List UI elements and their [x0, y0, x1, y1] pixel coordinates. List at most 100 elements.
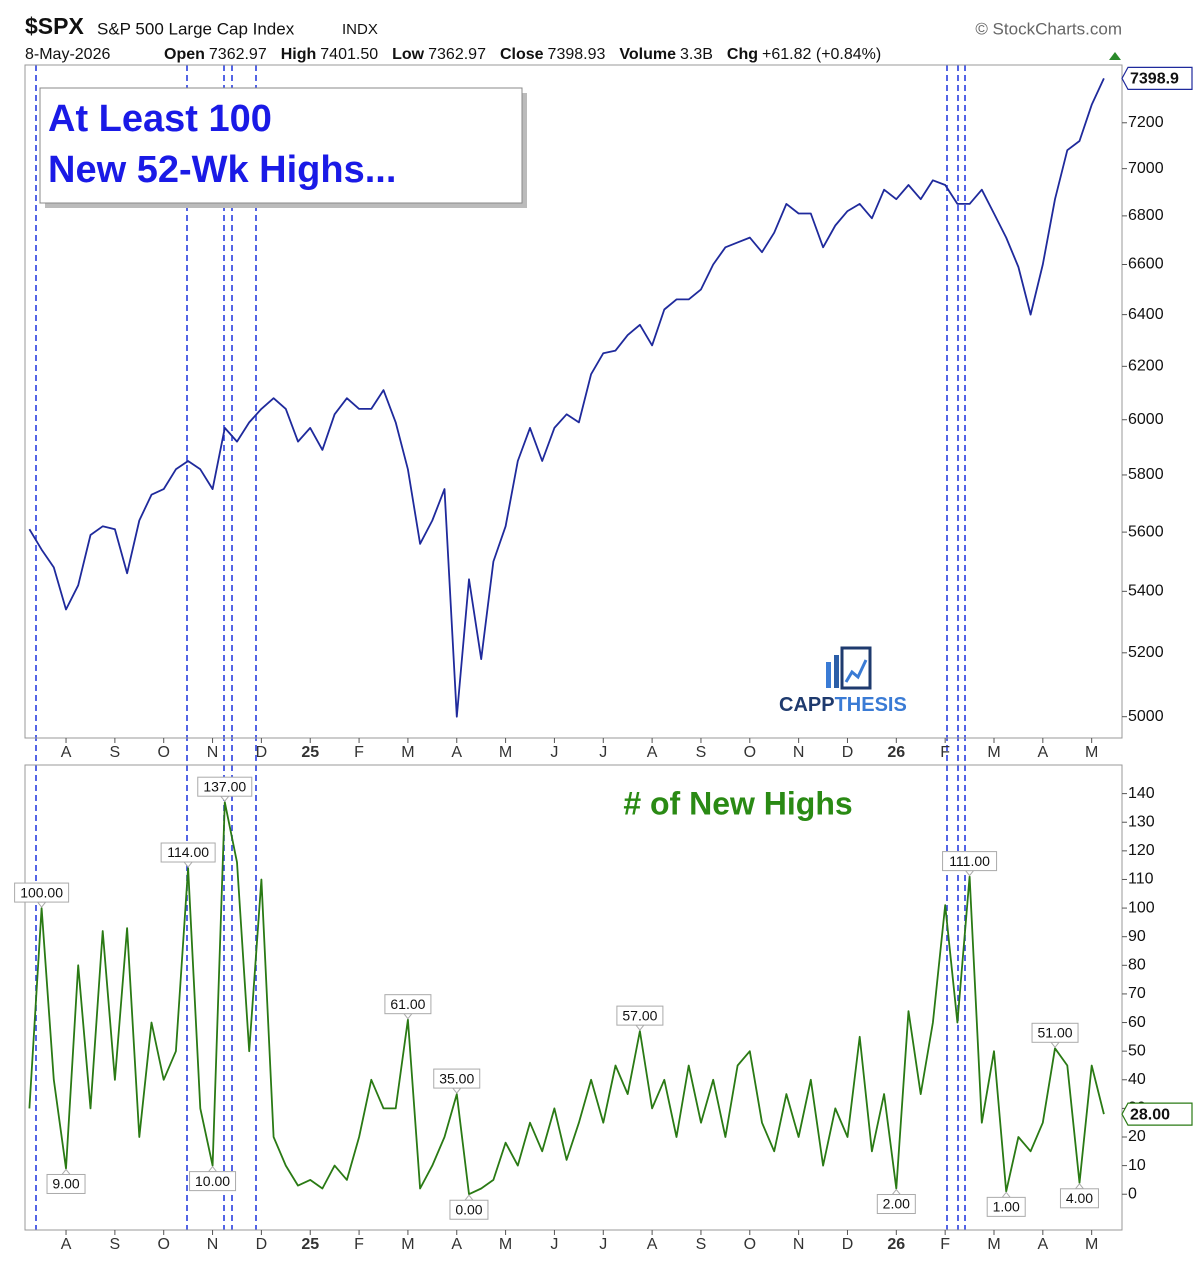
line [28, 801, 1105, 1196]
x-tick-label: N [793, 1236, 805, 1253]
y-tick-label: 5000 [1128, 708, 1164, 725]
label-box [384, 994, 432, 1015]
logo-bar [834, 655, 839, 688]
last-value-badge [1121, 1102, 1193, 1126]
y-tick-label: 100 [1128, 899, 1155, 916]
y-tick-label: 50 [1128, 1042, 1146, 1059]
logo-line [844, 659, 868, 683]
quote-value: 7398.93 [548, 46, 606, 63]
x-tick-label: J [550, 744, 558, 761]
y-tick-label: 80 [1128, 957, 1146, 974]
last-value-label: 7398.9 [1130, 71, 1179, 88]
value-label: 114.00 [167, 844, 209, 860]
symbol: $SPX [25, 13, 84, 39]
label-box [14, 882, 70, 903]
y-tick-label: 6400 [1128, 306, 1164, 323]
label-box [876, 1194, 916, 1215]
x-tick-label: J [550, 1236, 558, 1253]
quote-value: 3.3B [680, 46, 713, 63]
x-tick-label: M [1085, 1236, 1098, 1253]
label-box [942, 851, 998, 872]
label-box [616, 1005, 664, 1026]
x-tick-label: O [744, 744, 756, 761]
y-tick-label: 6200 [1128, 358, 1164, 375]
watermark-part: CAPP [779, 694, 835, 716]
x-tick-label: A [1037, 744, 1048, 761]
last-value-label: 28.00 [1130, 1106, 1170, 1123]
x-tick-label: F [354, 1236, 364, 1253]
quote-label: Close [500, 46, 544, 63]
quote-value: +61.82 (+0.84%) [762, 46, 881, 63]
x-tick-label: S [696, 1236, 707, 1253]
x-tick-label: A [647, 744, 658, 761]
label-box [1031, 1022, 1079, 1043]
value-label: 10.00 [195, 1173, 230, 1189]
x-tick-label: F [940, 1236, 950, 1253]
x-tick-label: S [696, 744, 707, 761]
plot-area [24, 64, 1123, 739]
y-tick-label: 7200 [1128, 114, 1164, 131]
annotation-box [39, 87, 523, 204]
x-tick-label: M [499, 1236, 512, 1253]
y-tick-label: 110 [1128, 871, 1154, 888]
y-tick-label: 140 [1128, 785, 1155, 802]
label-box [1059, 1188, 1099, 1209]
y-tick-label: 60 [1128, 1014, 1146, 1031]
y-tick-label: 90 [1128, 928, 1146, 945]
exchange: INDX [342, 21, 378, 38]
x-tick-label: M [1085, 744, 1098, 761]
value-label: 9.00 [52, 1176, 79, 1192]
x-tick-label: O [157, 744, 169, 761]
index-name: S&P 500 Large Cap Index [97, 19, 295, 38]
y-tick-label: 6000 [1128, 411, 1164, 428]
x-tick-label: O [744, 1236, 756, 1253]
value-label: 1.00 [993, 1199, 1020, 1215]
x-tick-label: 26 [887, 1236, 905, 1253]
value-label: 137.00 [203, 778, 246, 794]
x-tick-label: 25 [301, 744, 319, 761]
x-tick-label: O [157, 1236, 169, 1253]
x-tick-label: S [110, 1236, 121, 1253]
annotation-text: At Least 100 [48, 98, 272, 140]
value-label: 0.00 [455, 1201, 482, 1217]
quote-value: 7401.50 [320, 46, 378, 63]
x-tick-label: M [499, 744, 512, 761]
y-tick-label: 20 [1128, 1128, 1146, 1145]
x-tick-label: A [451, 744, 462, 761]
y-tick-label: 5200 [1128, 644, 1164, 661]
line [28, 78, 1105, 718]
x-tick-label: M [401, 1236, 414, 1253]
y-tick-label: 5800 [1128, 466, 1164, 483]
quote-label: Chg [727, 46, 758, 63]
x-tick-label: M [987, 744, 1000, 761]
y-tick-label: 120 [1128, 842, 1155, 859]
value-label: 35.00 [439, 1070, 474, 1086]
quote-label: Low [392, 46, 425, 63]
watermark: CAPPTHESIS [779, 694, 907, 716]
y-tick-label: 6600 [1128, 256, 1164, 273]
x-tick-label: 26 [887, 744, 905, 761]
value-label: 4.00 [1066, 1190, 1093, 1206]
label-box [46, 1173, 86, 1194]
quote-label: Volume [619, 46, 676, 63]
y-tick-label: 0 [1128, 1185, 1137, 1202]
quote-value: 7362.97 [428, 46, 486, 63]
x-tick-label: J [599, 744, 607, 761]
x-tick-label: M [987, 1236, 1000, 1253]
label-box [449, 1199, 489, 1220]
logo-bar [826, 662, 831, 688]
x-tick-label: N [793, 744, 805, 761]
up-arrow [1109, 52, 1121, 60]
x-tick-label: N [207, 744, 219, 761]
logo-icon [826, 646, 872, 690]
x-tick-label: A [647, 1236, 658, 1253]
logo-frame [840, 646, 872, 690]
value-label: 2.00 [883, 1196, 910, 1212]
quote: Open 7362.97 High 7401.50 Low 7362.97 Close 739… [164, 46, 881, 63]
panel-title: # of New Highs [623, 785, 852, 821]
y-tick-label: 130 [1128, 813, 1155, 830]
last-value-badge [1121, 66, 1193, 90]
y-tick-label: 7000 [1128, 160, 1164, 177]
